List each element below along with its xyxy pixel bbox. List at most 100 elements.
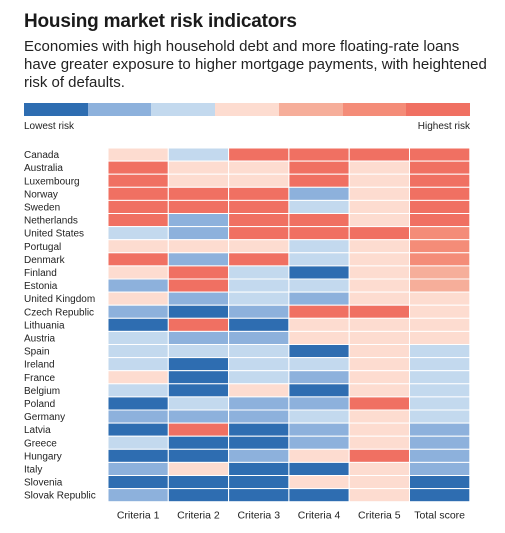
heatmap-cell xyxy=(167,383,230,398)
heatmap-cell xyxy=(409,422,471,437)
row-label: Finland xyxy=(24,268,57,279)
heatmap-cell xyxy=(167,370,230,385)
heatmap-cell xyxy=(228,383,290,398)
heatmap-cell xyxy=(348,186,411,201)
row-label: Sweden xyxy=(24,202,60,213)
row-label: Austria xyxy=(24,333,56,344)
heatmap-cell xyxy=(228,291,290,306)
heatmap-cell xyxy=(348,173,411,188)
column-label: Total score xyxy=(414,510,465,522)
heatmap-cell xyxy=(348,147,411,162)
heatmap-cell xyxy=(228,278,290,293)
heatmap-cell xyxy=(288,213,350,228)
heatmap-cell xyxy=(228,304,290,319)
risk-color-scale xyxy=(24,103,471,116)
heatmap-cell xyxy=(288,435,350,450)
heatmap-cell xyxy=(409,448,471,463)
heatmap-cell xyxy=(348,317,411,332)
heatmap-cell xyxy=(228,199,290,214)
heatmap-cell xyxy=(107,448,169,463)
heatmap-cell xyxy=(107,357,169,372)
heatmap-cell xyxy=(288,252,350,267)
heatmap-cell xyxy=(107,186,169,201)
heatmap-cell xyxy=(409,278,471,293)
scale-swatch-4 xyxy=(278,103,343,116)
heatmap-cell xyxy=(348,330,411,345)
heatmap-cell xyxy=(409,304,471,319)
heatmap-cell xyxy=(228,488,290,503)
heatmap-cell xyxy=(409,475,471,490)
heatmap-cell xyxy=(167,475,230,490)
heatmap-cell xyxy=(409,252,471,267)
heatmap-cell xyxy=(288,265,350,280)
heatmap-cell xyxy=(167,147,230,162)
heatmap-cell xyxy=(348,488,411,503)
row-label: Poland xyxy=(24,399,55,410)
heatmap-cell xyxy=(107,278,169,293)
heatmap-cell xyxy=(409,357,471,372)
heatmap-cell xyxy=(288,291,350,306)
heatmap-cell xyxy=(228,461,290,476)
row-label: Norway xyxy=(24,189,58,200)
heatmap-cell xyxy=(348,448,411,463)
heatmap-cell xyxy=(288,173,350,188)
heatmap-cell xyxy=(167,448,230,463)
heatmap-cell xyxy=(228,435,290,450)
row-label: Slovak Republic xyxy=(24,491,96,502)
row-label: Denmark xyxy=(24,255,66,266)
heatmap-cell xyxy=(107,226,169,241)
heatmap-cell xyxy=(107,475,169,490)
heatmap-cell xyxy=(348,435,411,450)
heatmap-cell xyxy=(228,409,290,424)
heatmap-cell xyxy=(107,304,169,319)
heatmap-cell xyxy=(288,396,350,411)
heatmap-cell xyxy=(228,147,290,162)
heatmap-cell xyxy=(409,199,471,214)
heatmap-cell xyxy=(288,317,350,332)
heatmap-cell xyxy=(167,186,230,201)
heatmap-cell xyxy=(288,278,350,293)
heatmap-cell xyxy=(167,357,230,372)
heatmap-cell xyxy=(167,199,230,214)
heatmap-cell xyxy=(228,213,290,228)
heatmap-cell xyxy=(348,239,411,254)
heatmap-cell xyxy=(288,199,350,214)
heatmap-cell xyxy=(107,317,169,332)
heatmap-cell xyxy=(107,435,169,450)
heatmap-cell xyxy=(409,461,471,476)
heatmap-cell xyxy=(348,422,411,437)
heatmap-cell xyxy=(228,239,290,254)
heatmap-cell xyxy=(288,488,350,503)
scale-swatch-6 xyxy=(406,103,471,116)
heatmap-cell xyxy=(107,239,169,254)
heatmap-cell xyxy=(167,304,230,319)
heatmap-cell xyxy=(348,226,411,241)
heatmap-cell xyxy=(348,160,411,175)
heatmap-cell xyxy=(409,226,471,241)
heatmap-cell xyxy=(348,409,411,424)
heatmap-cell xyxy=(288,448,350,463)
heatmap-cell xyxy=(107,488,169,503)
heatmap-cell xyxy=(409,173,471,188)
heatmap-cell xyxy=(167,213,230,228)
row-label: Greece xyxy=(24,438,57,449)
heatmap-cell xyxy=(348,213,411,228)
heatmap-cell xyxy=(228,226,290,241)
column-label: Criteria 4 xyxy=(298,510,341,522)
heatmap-cell xyxy=(228,357,290,372)
heatmap-cell xyxy=(228,422,290,437)
row-label: Hungary xyxy=(24,451,62,462)
row-label: Slovenia xyxy=(24,478,63,489)
heatmap-cell xyxy=(288,239,350,254)
heatmap-cell xyxy=(167,265,230,280)
column-label: Criteria 2 xyxy=(177,510,220,522)
heatmap-cell xyxy=(107,396,169,411)
heatmap-cell xyxy=(228,475,290,490)
heatmap-cell xyxy=(228,344,290,359)
heatmap-cell xyxy=(348,461,411,476)
heatmap-cell xyxy=(167,409,230,424)
scale-low-label: Lowest risk xyxy=(24,121,75,132)
heatmap-cell xyxy=(348,344,411,359)
chart-title: Housing market risk indicators xyxy=(24,11,297,32)
